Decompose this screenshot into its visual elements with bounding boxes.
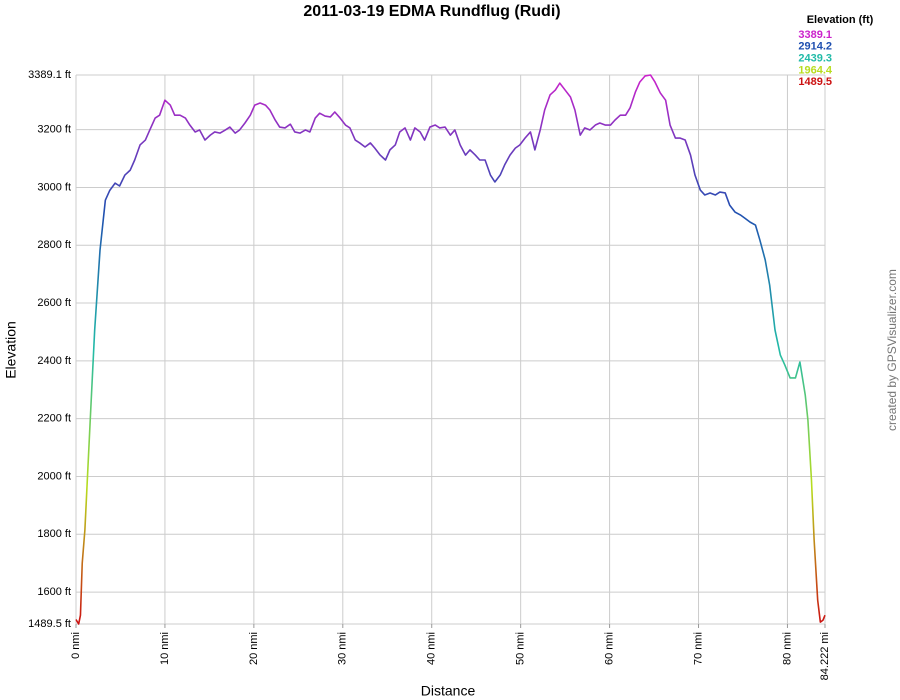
legend-value: 1489.5: [798, 76, 832, 88]
elevation-line: [75, 74, 826, 625]
y-tick-label: 2600 ft: [37, 297, 71, 309]
x-tick-label: 84.222 mi: [819, 632, 831, 680]
chart-title: 2011-03-19 EDMA Rundflug (Rudi): [303, 3, 560, 20]
x-tick-label: 60 nmi: [603, 632, 615, 665]
y-tick-label: 2200 ft: [37, 413, 71, 425]
x-tick-label: 20 nmi: [248, 632, 260, 665]
y-tick-label: 3200 ft: [37, 124, 71, 136]
x-tick-label: 80 nmi: [781, 632, 793, 665]
x-tick-label: 0 nmi: [70, 632, 82, 659]
x-tick-label: 30 nmi: [337, 632, 349, 665]
y-tick-label: 3389.1 ft: [28, 69, 71, 81]
y-tick-label: 1800 ft: [37, 528, 71, 540]
y-tick-label: 2000 ft: [37, 470, 71, 482]
legend-title: Elevation (ft): [807, 14, 874, 26]
legend-value: 1964.4: [798, 64, 833, 76]
x-axis-label: Distance: [421, 683, 476, 699]
y-tick-label: 2800 ft: [37, 239, 71, 251]
legend-value: 2439.3: [798, 53, 832, 65]
x-tick-label: 70 nmi: [692, 632, 704, 665]
y-tick-label: 3000 ft: [37, 181, 71, 193]
y-axis-label: Elevation: [3, 321, 19, 379]
y-tick-label: 1489.5 ft: [28, 618, 71, 630]
x-tick-label: 40 nmi: [426, 632, 438, 665]
y-tick-label: 1600 ft: [37, 586, 71, 598]
x-tick-label: 50 nmi: [515, 632, 527, 665]
legend-value: 3389.1: [798, 29, 832, 41]
credit: created by GPSVisualizer.com: [885, 269, 899, 431]
x-tick-label: 10 nmi: [159, 632, 171, 665]
y-tick-label: 2400 ft: [37, 355, 71, 367]
legend-value: 2914.2: [798, 41, 832, 53]
